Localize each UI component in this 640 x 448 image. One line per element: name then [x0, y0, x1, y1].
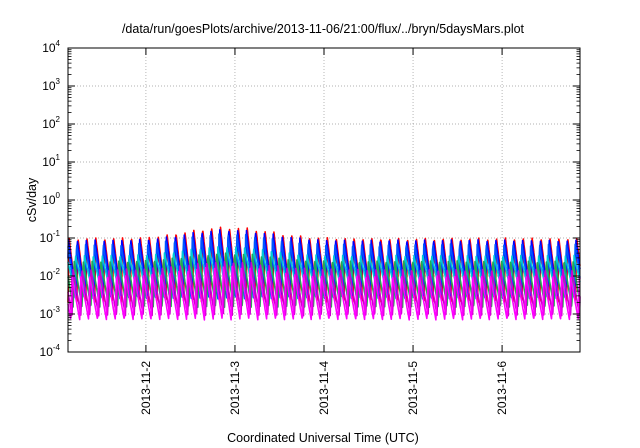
y-tick-label: 104 — [42, 39, 60, 55]
y-tick-label: 100 — [42, 191, 60, 207]
y-tick-label: 10-3 — [40, 305, 61, 321]
y-axis-label: cSv/day — [25, 177, 39, 222]
y-tick-label: 103 — [42, 77, 60, 93]
x-tick-label: 2013-11-2 — [139, 361, 153, 415]
series-line — [67, 260, 581, 317]
chart-title: /data/run/goesPlots/archive/2013-11-06/2… — [122, 22, 525, 36]
y-tick-label: 102 — [42, 115, 60, 131]
y-tick-label: 10-4 — [40, 343, 61, 359]
x-tick-label: 2013-11-3 — [228, 361, 242, 415]
y-tick-label: 101 — [42, 153, 60, 169]
x-axis-label: Coordinated Universal Time (UTC) — [227, 431, 419, 445]
x-tick-label: 2013-11-6 — [495, 361, 509, 415]
series-group — [67, 226, 581, 321]
series-line — [67, 252, 581, 309]
x-tick-label: 2013-11-4 — [317, 361, 331, 415]
x-tick-label: 2013-11-5 — [406, 361, 420, 415]
y-tick-label: 10-1 — [40, 229, 61, 245]
y-axis: 104 103 102 101 100 10-1 10-2 10-3 10-4 — [40, 39, 580, 359]
series-line — [67, 265, 581, 321]
y-tick-label: 10-2 — [40, 267, 61, 283]
x-axis: 2013-11-2 2013-11-3 2013-11-4 2013-11-5 2013… — [139, 48, 509, 415]
